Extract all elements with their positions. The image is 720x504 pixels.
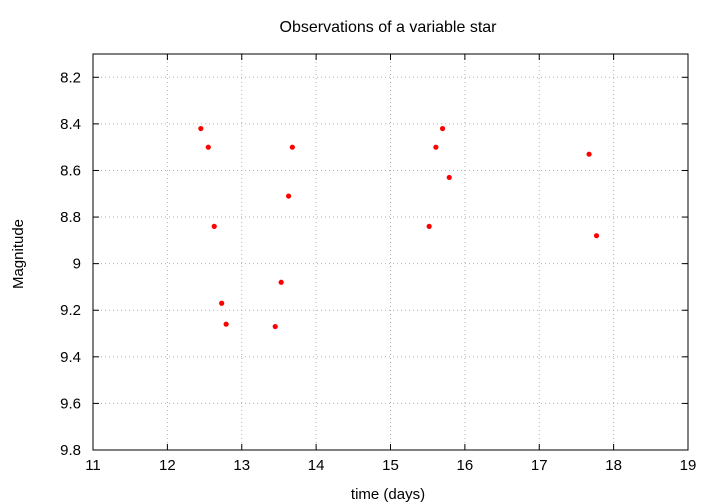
y-tick-label: 9.8 (60, 442, 81, 459)
y-axis-label: Magnitude (10, 219, 27, 289)
x-tick-label: 16 (457, 457, 474, 474)
data-point (439, 125, 446, 132)
data-point (446, 174, 452, 181)
ticks: 11 12 13 14 15 16 17 18 19 8.2 8.4 8.6 8.8 9 9.2 9.4 9.6… (60, 54, 696, 474)
x-tick-label: 19 (680, 457, 697, 474)
data-point (272, 323, 278, 330)
data-points (198, 125, 600, 330)
x-tick-label: 15 (382, 457, 399, 474)
data-point (593, 233, 600, 239)
data-point (278, 279, 284, 285)
data-point (289, 144, 295, 150)
y-tick-label: 9 (73, 256, 81, 273)
x-tick-label: 18 (605, 457, 622, 474)
data-point (433, 144, 439, 150)
x-tick-label: 11 (85, 457, 101, 474)
data-point (223, 321, 229, 327)
data-point (586, 151, 592, 157)
data-point (219, 300, 225, 306)
y-tick-label: 9.4 (60, 349, 81, 366)
data-point (205, 144, 211, 150)
x-tick-label: 12 (159, 457, 176, 474)
x-tick-label: 13 (233, 457, 250, 474)
x-axis-label: time (days) (351, 486, 425, 503)
y-tick-label: 9.2 (60, 302, 81, 319)
data-point (286, 193, 292, 199)
y-tick-label: 8.6 (60, 162, 81, 179)
x-tick-label: 17 (531, 457, 548, 474)
data-point (198, 125, 204, 132)
y-tick-label: 8.8 (60, 209, 81, 226)
data-point (426, 223, 432, 229)
y-tick-label: 9.6 (60, 395, 81, 412)
y-tick-label: 8.2 (60, 69, 81, 86)
y-tick-label: 8.4 (60, 116, 81, 133)
data-point (211, 223, 217, 229)
chart-title: Observations of a variable star (280, 19, 498, 36)
x-tick-label: 14 (308, 457, 325, 474)
grid (93, 54, 688, 450)
